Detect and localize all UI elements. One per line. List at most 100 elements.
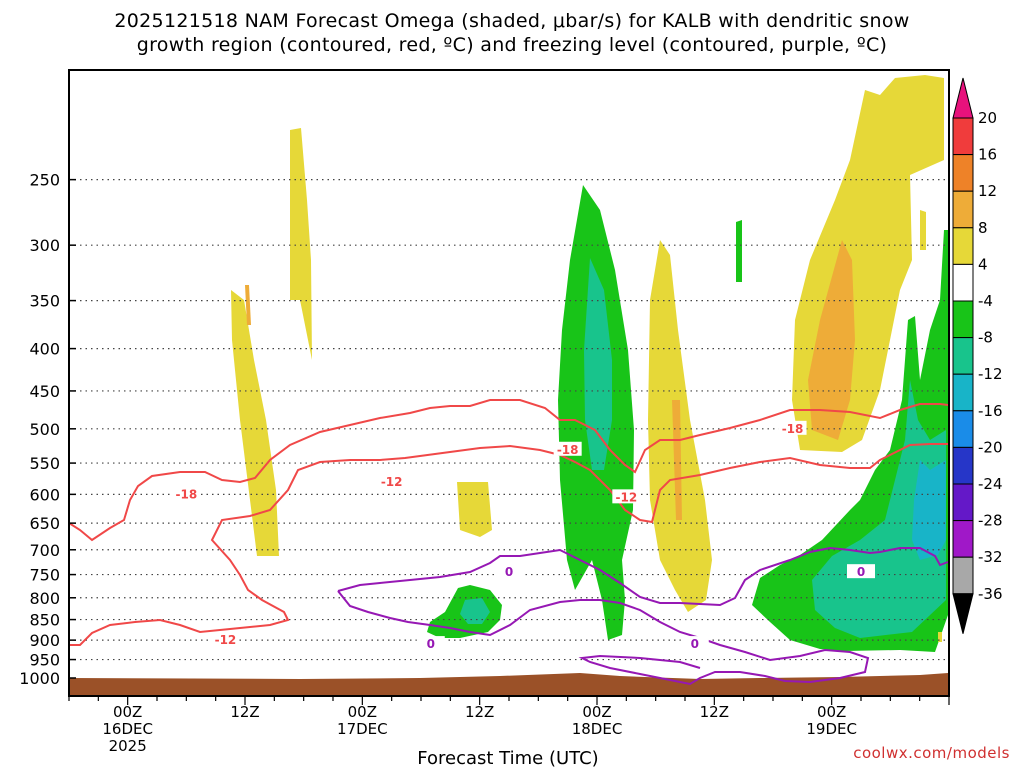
x-tick-label: 00Z bbox=[817, 703, 846, 721]
y-tick-label: 600 bbox=[29, 485, 60, 504]
x-tick-label: 12Z bbox=[465, 703, 494, 721]
contour-minus-12 bbox=[69, 443, 948, 646]
omega-region-positive-4-8 bbox=[938, 632, 942, 642]
y-tick-label: 350 bbox=[29, 292, 60, 311]
omega-region-positive-8-12 bbox=[245, 285, 251, 325]
y-tick-label: 950 bbox=[29, 651, 60, 670]
colorbar-bin bbox=[952, 593, 974, 634]
colorbar-bin bbox=[952, 77, 974, 119]
colorbar-bin bbox=[952, 446, 974, 485]
colorbar-bin bbox=[952, 263, 974, 302]
omega-shading bbox=[231, 75, 948, 652]
omega-region-negative-8-12 bbox=[460, 598, 490, 624]
colorbar-bin bbox=[952, 154, 974, 192]
contour-minus-18 bbox=[68, 399, 949, 542]
y-axis: 2503003504004505005506006507007508008509… bbox=[19, 171, 76, 688]
contour-label: -18 bbox=[175, 487, 197, 501]
x-tick-label: 00Z bbox=[348, 703, 377, 721]
colorbar-label: -28 bbox=[978, 512, 1003, 530]
contour-label-bg bbox=[377, 474, 406, 489]
colorbar-bin bbox=[952, 556, 974, 595]
contour-label-bg bbox=[847, 564, 875, 579]
freezing-level-contours bbox=[337, 546, 949, 686]
omega-region-negative-4-8 bbox=[736, 220, 742, 282]
y-tick-label: 1000 bbox=[19, 669, 60, 688]
y-tick-label: 500 bbox=[29, 420, 60, 439]
colorbar bbox=[952, 77, 974, 634]
colorbar-bin bbox=[952, 300, 974, 339]
contour-label: -12 bbox=[381, 475, 403, 489]
colorbar-label: 4 bbox=[978, 255, 988, 273]
contour-label-bg bbox=[211, 632, 240, 647]
contour-label: -18 bbox=[557, 443, 579, 457]
x-tick-label: 12Z bbox=[700, 703, 729, 721]
chart-title-line-1: 2025121518 NAM Forecast Omega (shaded, μ… bbox=[114, 10, 910, 32]
omega-region-negative-8-12 bbox=[584, 258, 612, 470]
colorbar-label: -16 bbox=[978, 402, 1003, 420]
colorbar-label: -12 bbox=[978, 365, 1003, 383]
y-tick-label: 250 bbox=[29, 171, 60, 190]
y-tick-label: 750 bbox=[29, 566, 60, 585]
contour-labels: -18 -18 -18 -12 -12 -12 0 0 0 0 bbox=[172, 420, 875, 651]
contour-label: 0 bbox=[505, 565, 513, 579]
contour-label-bg bbox=[172, 486, 201, 501]
colorbar-label: -8 bbox=[978, 329, 993, 347]
contour-label: -18 bbox=[782, 422, 804, 436]
colorbar-label: 12 bbox=[978, 182, 997, 200]
colorbar-label: -36 bbox=[978, 585, 1003, 603]
contour-0-upper bbox=[337, 590, 870, 686]
omega-region-positive-4-8 bbox=[290, 128, 312, 360]
pressure-grid bbox=[69, 179, 949, 661]
x-tick-label: 00Z bbox=[582, 703, 611, 721]
y-tick-label: 450 bbox=[29, 382, 60, 401]
colorbar-label: -4 bbox=[978, 292, 993, 310]
contour-label: 0 bbox=[691, 637, 699, 651]
colorbar-label: 8 bbox=[978, 219, 988, 237]
colorbar-bin bbox=[952, 483, 974, 522]
dendritic-growth-contours bbox=[68, 399, 949, 646]
y-tick-label: 800 bbox=[29, 589, 60, 608]
y-tick-label: 650 bbox=[29, 514, 60, 533]
contour-label-bg bbox=[416, 636, 445, 651]
contour-label-bg bbox=[495, 564, 523, 579]
colorbar-label: -32 bbox=[978, 548, 1003, 566]
y-tick-label: 900 bbox=[29, 631, 60, 650]
x-axis-title: Forecast Time (UTC) bbox=[417, 748, 598, 768]
colorbar-label: -20 bbox=[978, 438, 1003, 456]
contour-0-lower bbox=[337, 546, 949, 607]
contour-label: 0 bbox=[427, 637, 435, 651]
contour-label: 0 bbox=[857, 565, 865, 579]
contour-label: -12 bbox=[615, 490, 637, 504]
colorbar-bin bbox=[952, 190, 974, 229]
chart-title-line-2: growth region (contoured, red, ºC) and f… bbox=[136, 34, 888, 56]
y-tick-label: 850 bbox=[29, 611, 60, 630]
colorbar-bin bbox=[952, 410, 974, 448]
y-tick-label: 550 bbox=[29, 454, 60, 473]
y-tick-label: 300 bbox=[29, 236, 60, 255]
omega-region-positive-4-8 bbox=[457, 482, 492, 537]
y-tick-label: 400 bbox=[29, 340, 60, 359]
omega-region-positive-4-8 bbox=[231, 290, 279, 556]
colorbar-bin bbox=[952, 117, 974, 156]
x-tick-label: 2025 bbox=[109, 737, 147, 755]
omega-region-negative-12-16 bbox=[912, 460, 946, 560]
colorbar-label: 20 bbox=[978, 109, 997, 127]
colorbar-bin bbox=[952, 337, 974, 375]
omega-region-positive-8-12 bbox=[808, 240, 855, 440]
contour-label-bg bbox=[778, 420, 807, 435]
omega-region-positive-8-12 bbox=[672, 400, 682, 520]
colorbar-label: 16 bbox=[978, 146, 997, 164]
colorbar-label: -24 bbox=[978, 475, 1003, 493]
contour-label-bg bbox=[612, 489, 641, 504]
x-tick-label: 18DEC bbox=[572, 720, 623, 738]
colorbar-bin bbox=[952, 373, 974, 412]
x-tick-label: 16DEC bbox=[102, 720, 153, 738]
x-tick-label: 12Z bbox=[230, 703, 259, 721]
x-tick-label: 00Z bbox=[113, 703, 142, 721]
y-tick-label: 700 bbox=[29, 541, 60, 560]
x-tick-label: 19DEC bbox=[806, 720, 857, 738]
colorbar-labels: 20 16 12 8 4 -4 -8 -12 -16 -20 -24 -28 -32 -36 bbox=[978, 109, 1003, 603]
watermark: coolwx.com/models bbox=[853, 744, 1010, 762]
